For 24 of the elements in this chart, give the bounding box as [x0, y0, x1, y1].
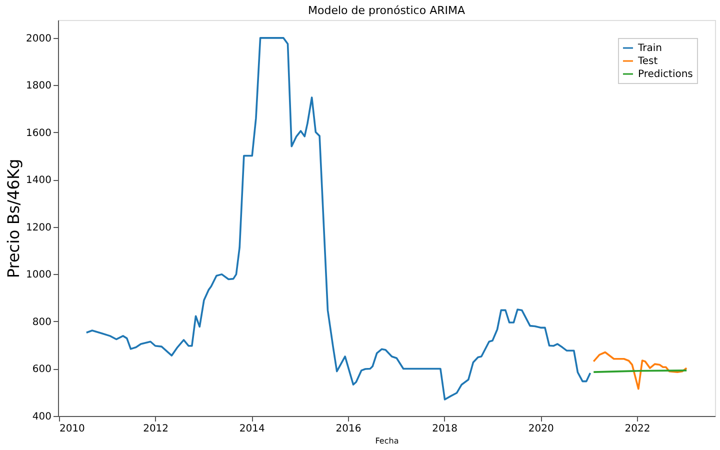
x-tick-label: 2014 [239, 424, 265, 434]
legend-label: Train [637, 43, 662, 54]
y-tick-label: 800 [32, 316, 52, 328]
y-tick-label: 1400 [26, 175, 52, 186]
line-series [592, 351, 688, 390]
legend-label: Predictions [638, 69, 693, 80]
y-tick-label: 1800 [26, 80, 52, 92]
line-series [86, 37, 592, 400]
x-tick-label: 2010 [59, 424, 85, 434]
y-tick-label: 400 [32, 411, 52, 422]
y-tick-label: 2000 [26, 33, 52, 44]
y-tick-label: 1200 [26, 222, 52, 234]
y-tick-label: 1600 [26, 128, 52, 139]
x-tick-label: 2018 [432, 424, 458, 434]
legend-label: Test [637, 56, 658, 67]
x-tick-label: 2022 [624, 424, 650, 434]
chart-title: Modelo de pronóstico ARIMA [308, 4, 466, 17]
y-tick-label: 600 [32, 364, 52, 376]
x-tick-label: 2020 [528, 424, 554, 434]
x-tick-label: 2016 [336, 424, 362, 434]
y-tick-label: 1000 [26, 270, 52, 281]
x-axis-title: Fecha [375, 436, 399, 446]
x-tick-label: 2012 [143, 424, 169, 434]
y-axis-title: Precio Bs/46Kg [4, 158, 24, 278]
